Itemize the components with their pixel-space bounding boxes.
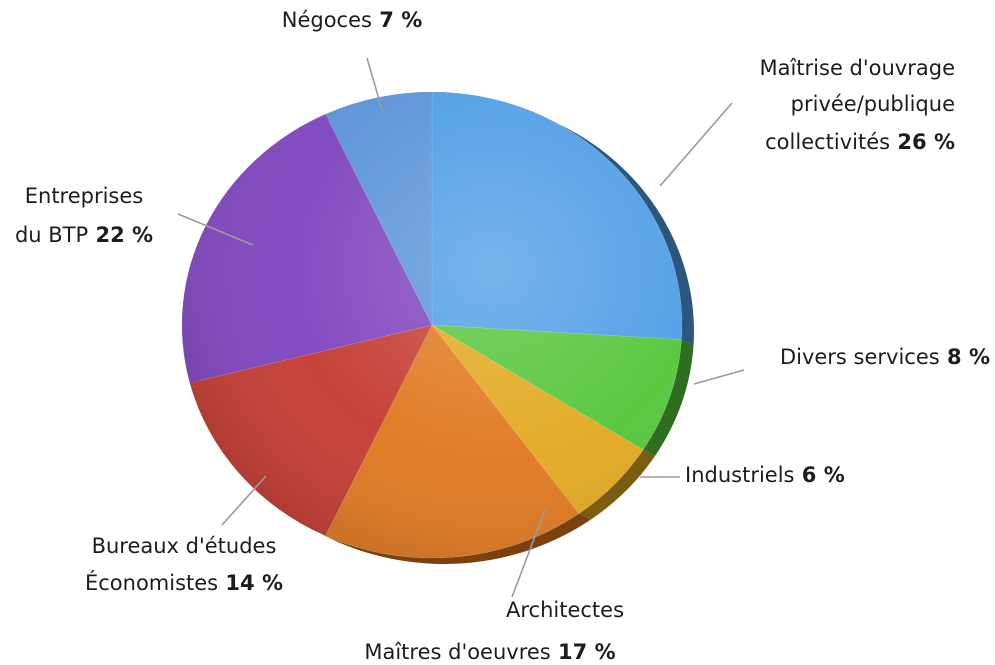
leader-lines <box>177 57 745 598</box>
slice-label-text: Entreprises <box>25 184 144 208</box>
slice-label: Maîtrise d'ouvrage <box>759 56 955 80</box>
slice-label-text: privée/publique <box>791 92 955 116</box>
slice-label: Économistes 14 % <box>85 570 283 595</box>
slice-label: Entreprises <box>25 184 144 208</box>
slice-value-label: 14 % <box>218 571 283 595</box>
slice-label-text: Divers services <box>780 345 940 369</box>
leader-line <box>366 57 384 114</box>
slice-value-label: 22 % <box>88 223 153 247</box>
slice-value-label: 6 % <box>794 463 844 487</box>
pie-slices <box>181 91 683 559</box>
slice-value-label: 17 % <box>551 640 616 664</box>
slice-label: du BTP 22 % <box>15 223 153 247</box>
slice-label: Négoces 7 % <box>282 8 423 32</box>
leader-line <box>659 102 733 187</box>
slice-label-text: Maîtres d'oeuvres <box>364 640 550 664</box>
slice-label-text: collectivités <box>765 130 890 154</box>
leader-line <box>221 475 267 526</box>
slice-value-label: 7 % <box>372 8 422 32</box>
slice-labels: Maîtrise d'ouvrage privée/publique collect… <box>15 8 990 664</box>
pie-slice <box>431 91 683 340</box>
leader-line <box>693 369 745 385</box>
slice-label-text: Industriels <box>685 463 794 487</box>
slice-label: Divers services 8 % <box>780 345 990 369</box>
slice-label: privée/publique <box>791 92 955 116</box>
slice-label: Industriels 6 % <box>685 463 845 487</box>
slice-label-text: Architectes <box>506 598 624 622</box>
slice-value-label: 26 % <box>890 130 955 154</box>
slice-label: Bureaux d'études <box>92 534 277 558</box>
slice-label: Architectes <box>506 598 624 622</box>
slice-label-text: Bureaux d'études <box>92 534 277 558</box>
slice-label-text: du BTP <box>15 223 88 247</box>
slice-label-text: Négoces <box>282 8 372 32</box>
slice-label: collectivités 26 % <box>765 130 955 154</box>
leader-line <box>177 213 254 246</box>
slice-label-text: Maîtrise d'ouvrage <box>759 56 955 80</box>
slice-value-label: 8 % <box>940 345 990 369</box>
leader-line <box>511 509 546 598</box>
slice-label-text: Économistes <box>85 570 218 595</box>
slice-label: Maîtres d'oeuvres 17 % <box>364 640 615 664</box>
